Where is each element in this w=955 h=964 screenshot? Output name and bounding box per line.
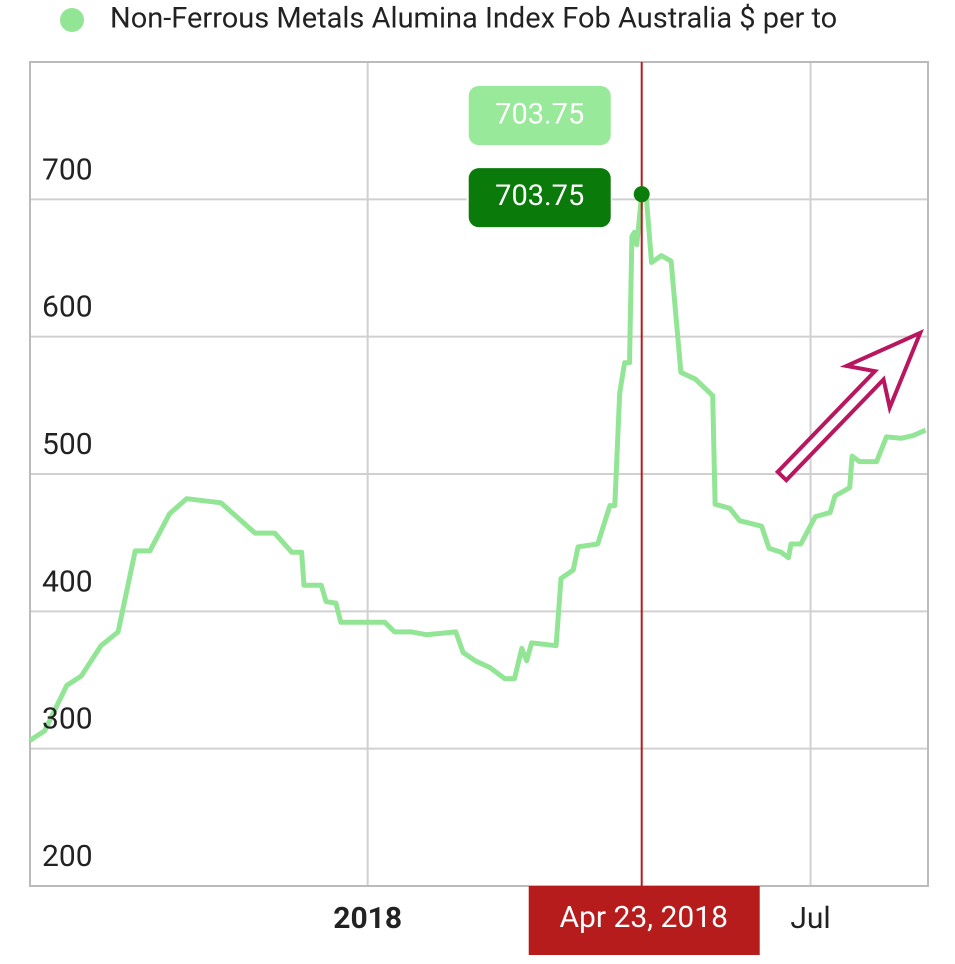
y-tick-label: 200 [42, 839, 93, 874]
x-tick-label: 2018 [333, 901, 402, 936]
y-tick-label: 500 [42, 427, 93, 462]
crosshair-x-label: Apr 23, 2018 [559, 900, 728, 935]
plot-border [29, 61, 929, 887]
marks [28, 62, 927, 886]
tooltip-box [468, 168, 611, 228]
crosshair-x-label-box [528, 886, 760, 955]
y-tick-label: 600 [42, 290, 93, 325]
legend-label: Non-Ferrous Metals Alumina Index Fob Aus… [110, 2, 837, 36]
y-tick-label: 400 [42, 564, 93, 599]
highlight-point [633, 186, 650, 203]
tooltip-value: 703.75 [495, 179, 584, 213]
legend: Non-Ferrous Metals Alumina Index Fob Aus… [60, 2, 837, 36]
x-tick-label: Jul [790, 901, 830, 936]
tooltip-value-secondary: 703.75 [495, 98, 584, 132]
annotation-arrow [774, 328, 924, 483]
y-tick-label: 700 [42, 152, 93, 187]
tooltip-box-secondary [468, 86, 611, 145]
legend-marker [60, 8, 84, 32]
y-tick-label: 300 [42, 702, 93, 737]
data-line [28, 191, 927, 743]
